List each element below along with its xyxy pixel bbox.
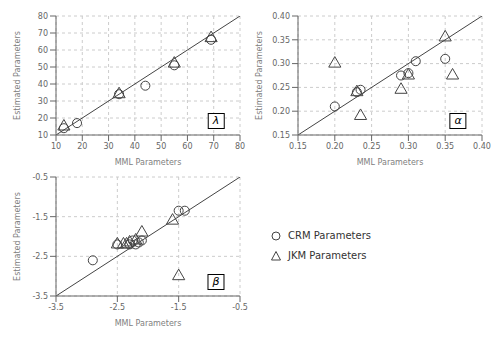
svg-text:Estimated Parameters: Estimated Parameters: [255, 31, 264, 120]
html-text:β: β: [212, 274, 220, 288]
svg-text:0.25: 0.25: [363, 142, 381, 151]
svg-text:0.40: 0.40: [272, 12, 290, 21]
html-text:λ: λ: [212, 113, 220, 127]
svg-text:0.30: 0.30: [272, 59, 290, 68]
svg-text:70: 70: [38, 29, 48, 38]
svg-text:-3.5: -3.5: [32, 292, 48, 301]
svg-text:20: 20: [38, 114, 48, 123]
svg-text:0.15: 0.15: [289, 142, 307, 151]
svg-text:0.35: 0.35: [272, 36, 290, 45]
svg-text:-1.5: -1.5: [171, 303, 187, 312]
svg-text:MML Parameters: MML Parameters: [115, 158, 182, 167]
svg-text:0.20: 0.20: [326, 142, 344, 151]
svg-text:30: 30: [38, 97, 48, 106]
svg-text:MML Parameters: MML Parameters: [115, 319, 182, 328]
svg-text:10: 10: [38, 131, 48, 140]
svg-text:0.25: 0.25: [272, 83, 290, 92]
svg-text:70: 70: [209, 142, 219, 151]
svg-text:0.20: 0.20: [272, 107, 290, 116]
html-text:α: α: [454, 113, 462, 127]
svg-text:80: 80: [38, 12, 48, 21]
svg-text:0.40: 0.40: [473, 142, 491, 151]
svg-text:60: 60: [182, 142, 192, 151]
svg-text:60: 60: [38, 46, 48, 55]
svg-text:0.15: 0.15: [272, 131, 290, 140]
svg-text:10: 10: [51, 142, 61, 151]
svg-text:-1.5: -1.5: [32, 213, 48, 222]
svg-text:-2.5: -2.5: [110, 303, 126, 312]
svg-text:Estimated Parameters: Estimated Parameters: [13, 31, 22, 120]
html-text:JKM Parameters: JKM Parameters: [288, 250, 367, 261]
svg-text:20: 20: [77, 142, 87, 151]
svg-text:30: 30: [103, 142, 113, 151]
svg-text:40: 40: [38, 80, 48, 89]
svg-text:Estimated Parameters: Estimated Parameters: [13, 192, 22, 281]
svg-text:0.35: 0.35: [436, 142, 454, 151]
svg-text:0.30: 0.30: [399, 142, 417, 151]
svg-text:40: 40: [130, 142, 140, 151]
svg-text:80: 80: [235, 142, 245, 151]
svg-text:-3.5: -3.5: [48, 303, 64, 312]
svg-text:-2.5: -2.5: [32, 252, 48, 261]
svg-text:-0.5: -0.5: [232, 303, 248, 312]
svg-text:50: 50: [38, 63, 48, 72]
svg-text:MML Parameters: MML Parameters: [357, 158, 424, 167]
svg-text:-0.5: -0.5: [32, 173, 48, 182]
html-text:CRM Parameters: CRM Parameters: [288, 230, 371, 241]
svg-text:50: 50: [156, 142, 166, 151]
